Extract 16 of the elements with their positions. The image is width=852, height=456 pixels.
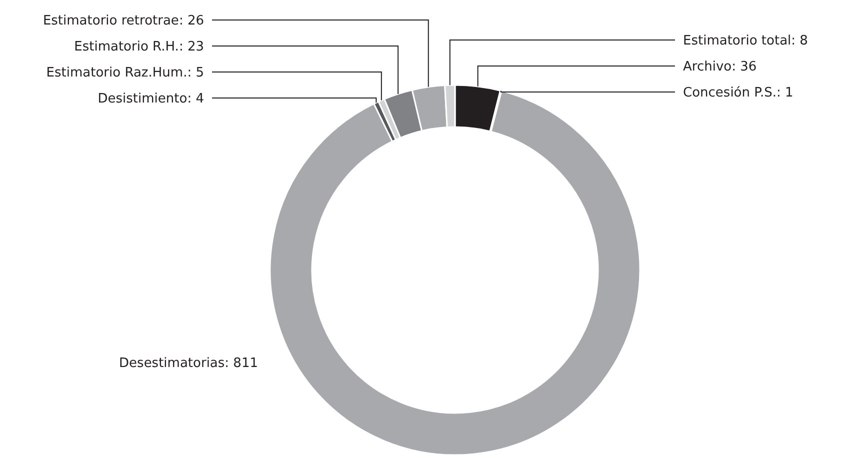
slice-label: Concesión P.S.	[683, 86, 776, 101]
data-label: : 23	[178, 40, 204, 55]
slice-label: Estimatorio R.H.	[74, 40, 179, 55]
data-label: : 5	[187, 66, 204, 81]
slice-label: Archivo	[683, 60, 732, 75]
slice-label: Desistimiento	[98, 92, 188, 107]
data-label: : 811	[224, 356, 258, 372]
slice-label: Estimatorio total	[683, 34, 792, 49]
slice-label: Estimatorio retrotrae	[42, 14, 179, 29]
data-label: : 1	[776, 86, 794, 101]
data-label: : 8	[791, 34, 808, 49]
data-label: : 26	[178, 14, 204, 29]
data-label: : 4	[187, 92, 204, 107]
slice-label: Desestimatorias	[119, 356, 225, 372]
data-label: : 36	[732, 60, 757, 75]
slice-label: Estimatorio Raz.Hum.	[46, 66, 188, 81]
